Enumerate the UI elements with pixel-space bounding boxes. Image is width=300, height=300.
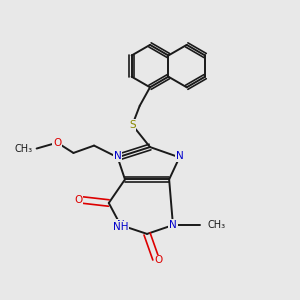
Text: O: O	[155, 255, 163, 266]
Text: CH₃: CH₃	[207, 220, 226, 230]
Text: N: N	[117, 220, 124, 230]
Text: CH₃: CH₃	[15, 143, 33, 154]
Text: N: N	[176, 151, 183, 161]
Text: S: S	[129, 120, 136, 130]
Text: N: N	[169, 220, 177, 230]
Text: O: O	[53, 138, 61, 148]
Text: N: N	[114, 151, 122, 161]
Text: NH: NH	[113, 222, 128, 232]
Text: O: O	[74, 195, 83, 205]
